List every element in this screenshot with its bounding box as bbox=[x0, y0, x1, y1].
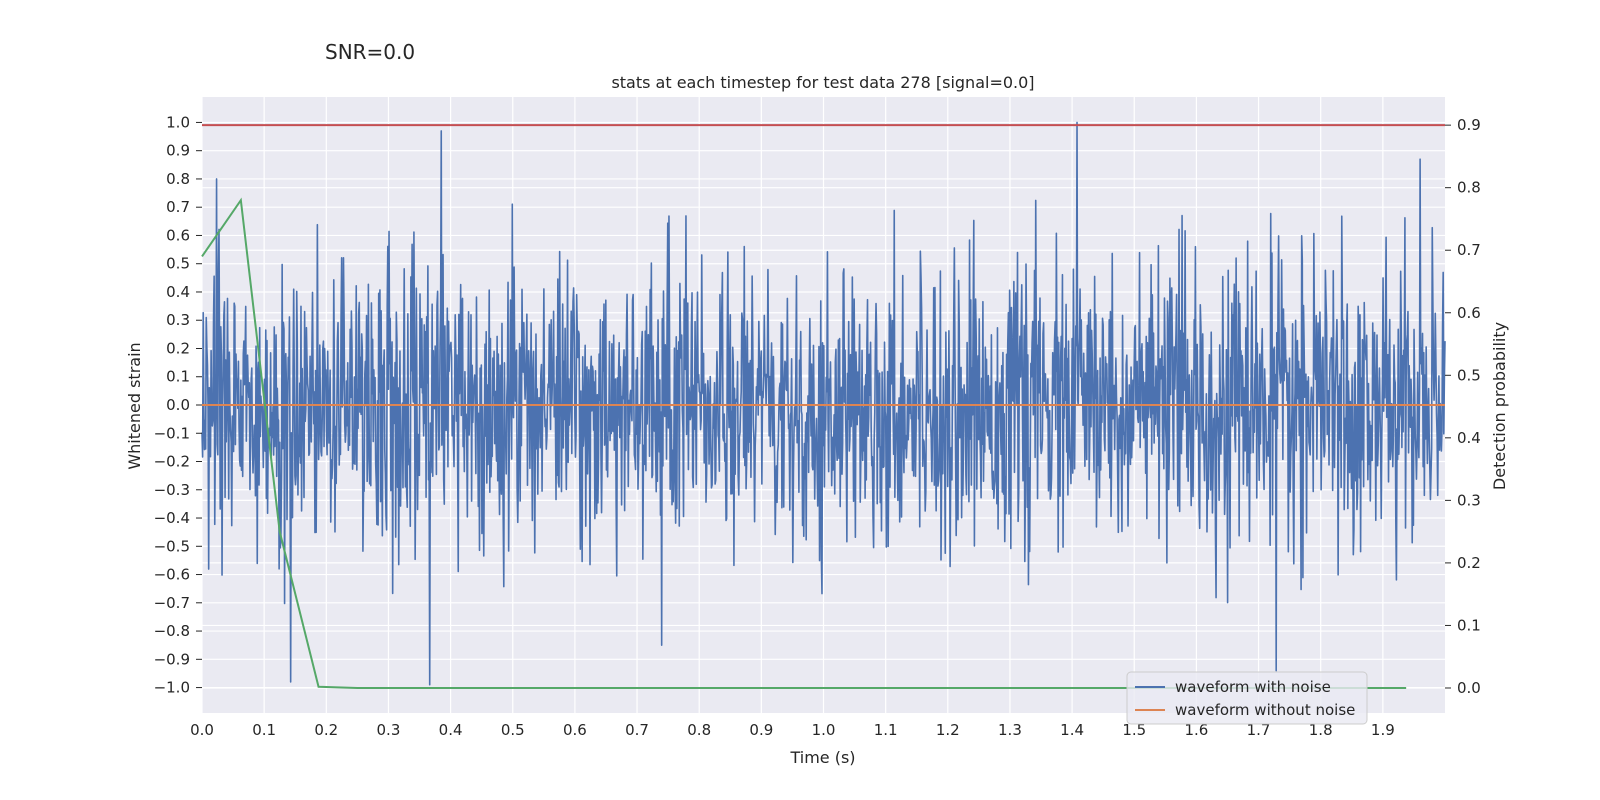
y-tick-label: 0.2 bbox=[166, 339, 190, 357]
x-axis-label: Time (s) bbox=[789, 748, 855, 767]
x-tick-label: 1.5 bbox=[1122, 721, 1146, 739]
y2-tick-label: 0.9 bbox=[1457, 116, 1481, 134]
y2-tick-label: 0.2 bbox=[1457, 554, 1481, 572]
x-tick-label: 1.8 bbox=[1309, 721, 1333, 739]
y2-tick-label: 0.1 bbox=[1457, 616, 1481, 634]
x-tick-label: 0.5 bbox=[501, 721, 525, 739]
y-tick-label: −0.7 bbox=[154, 594, 190, 612]
y-tick-label: 0.5 bbox=[166, 255, 190, 273]
legend-label: waveform with noise bbox=[1175, 678, 1331, 696]
x-tick-label: 0.4 bbox=[439, 721, 463, 739]
x-tick-label: 0.2 bbox=[314, 721, 338, 739]
legend: waveform with noise waveform without nois… bbox=[1126, 671, 1368, 725]
series-waveform-with-noise bbox=[201, 121, 1446, 686]
y2-tick-label: 0.0 bbox=[1457, 679, 1481, 697]
y-tick-label: −0.2 bbox=[154, 453, 190, 471]
y2-tick-label: 0.5 bbox=[1457, 366, 1481, 384]
series-layer bbox=[201, 121, 1446, 689]
y-tick-label: 1.0 bbox=[166, 113, 190, 131]
x-tick-label: 0.0 bbox=[190, 721, 214, 739]
y-tick-label: 0.0 bbox=[166, 396, 190, 414]
y-tick-label: 0.8 bbox=[166, 170, 190, 188]
y-tick-label: 0.6 bbox=[166, 226, 190, 244]
y-tick-label: −0.8 bbox=[154, 622, 190, 640]
y2-tick-label: 0.8 bbox=[1457, 179, 1481, 197]
y-tick-label: −1.0 bbox=[154, 679, 190, 697]
x-tick-label: 1.0 bbox=[812, 721, 836, 739]
y-tick-label: 0.4 bbox=[166, 283, 190, 301]
y2-axis-label: Detection probability bbox=[1490, 322, 1509, 490]
chart-title: stats at each timestep for test data 278… bbox=[611, 73, 1034, 92]
y2-axis-ticks: 0.9 0.8 0.7 0.6 0.5 0.4 0.3 0.2 0.1 0.0 bbox=[1445, 116, 1481, 697]
y2-tick-label: 0.7 bbox=[1457, 241, 1481, 259]
x-tick-label: 1.9 bbox=[1371, 721, 1395, 739]
y-tick-label: −0.9 bbox=[154, 650, 190, 668]
legend-box bbox=[1126, 671, 1368, 725]
x-tick-label: 0.1 bbox=[252, 721, 276, 739]
x-tick-label: 0.7 bbox=[625, 721, 649, 739]
x-tick-label: 0.6 bbox=[563, 721, 587, 739]
y2-tick-label: 0.4 bbox=[1457, 429, 1481, 447]
series-detection-probability bbox=[201, 197, 1407, 689]
y-tick-label: −0.5 bbox=[154, 537, 190, 555]
y-tick-label: −0.3 bbox=[154, 481, 190, 499]
x-tick-label: 1.6 bbox=[1184, 721, 1208, 739]
y-axis-ticks: 1.0 0.9 0.8 0.7 0.6 0.5 0.4 0.3 0.2 0.1 0.0 −0.1 −0.… bbox=[154, 113, 202, 697]
y2-tick-label: 0.6 bbox=[1457, 304, 1481, 322]
x-tick-label: 0.3 bbox=[377, 721, 401, 739]
x-tick-label: 0.8 bbox=[687, 721, 711, 739]
y-tick-label: 0.9 bbox=[166, 142, 190, 160]
y-tick-label: −0.4 bbox=[154, 509, 190, 527]
legend-label: waveform without noise bbox=[1175, 701, 1355, 719]
x-tick-label: 1.2 bbox=[936, 721, 960, 739]
x-tick-label: 1.1 bbox=[874, 721, 898, 739]
x-axis-ticks: 0.0 0.1 0.2 0.3 0.4 0.5 0.6 0.7 0.8 0.9 1.0 1.1 1.2 1… bbox=[190, 721, 1395, 739]
y-tick-label: 0.1 bbox=[166, 368, 190, 386]
y-tick-label: 0.3 bbox=[166, 311, 190, 329]
y-tick-label: 0.7 bbox=[166, 198, 190, 216]
y-tick-label: −0.1 bbox=[154, 424, 190, 442]
figure-suptitle: SNR=0.0 bbox=[325, 40, 416, 64]
y-axis-label: Whitened strain bbox=[125, 342, 144, 469]
x-tick-label: 0.9 bbox=[749, 721, 773, 739]
y-tick-label: −0.6 bbox=[154, 566, 190, 584]
x-tick-label: 1.3 bbox=[998, 721, 1022, 739]
x-tick-label: 1.4 bbox=[1060, 721, 1084, 739]
y2-tick-label: 0.3 bbox=[1457, 491, 1481, 509]
x-tick-label: 1.7 bbox=[1247, 721, 1271, 739]
